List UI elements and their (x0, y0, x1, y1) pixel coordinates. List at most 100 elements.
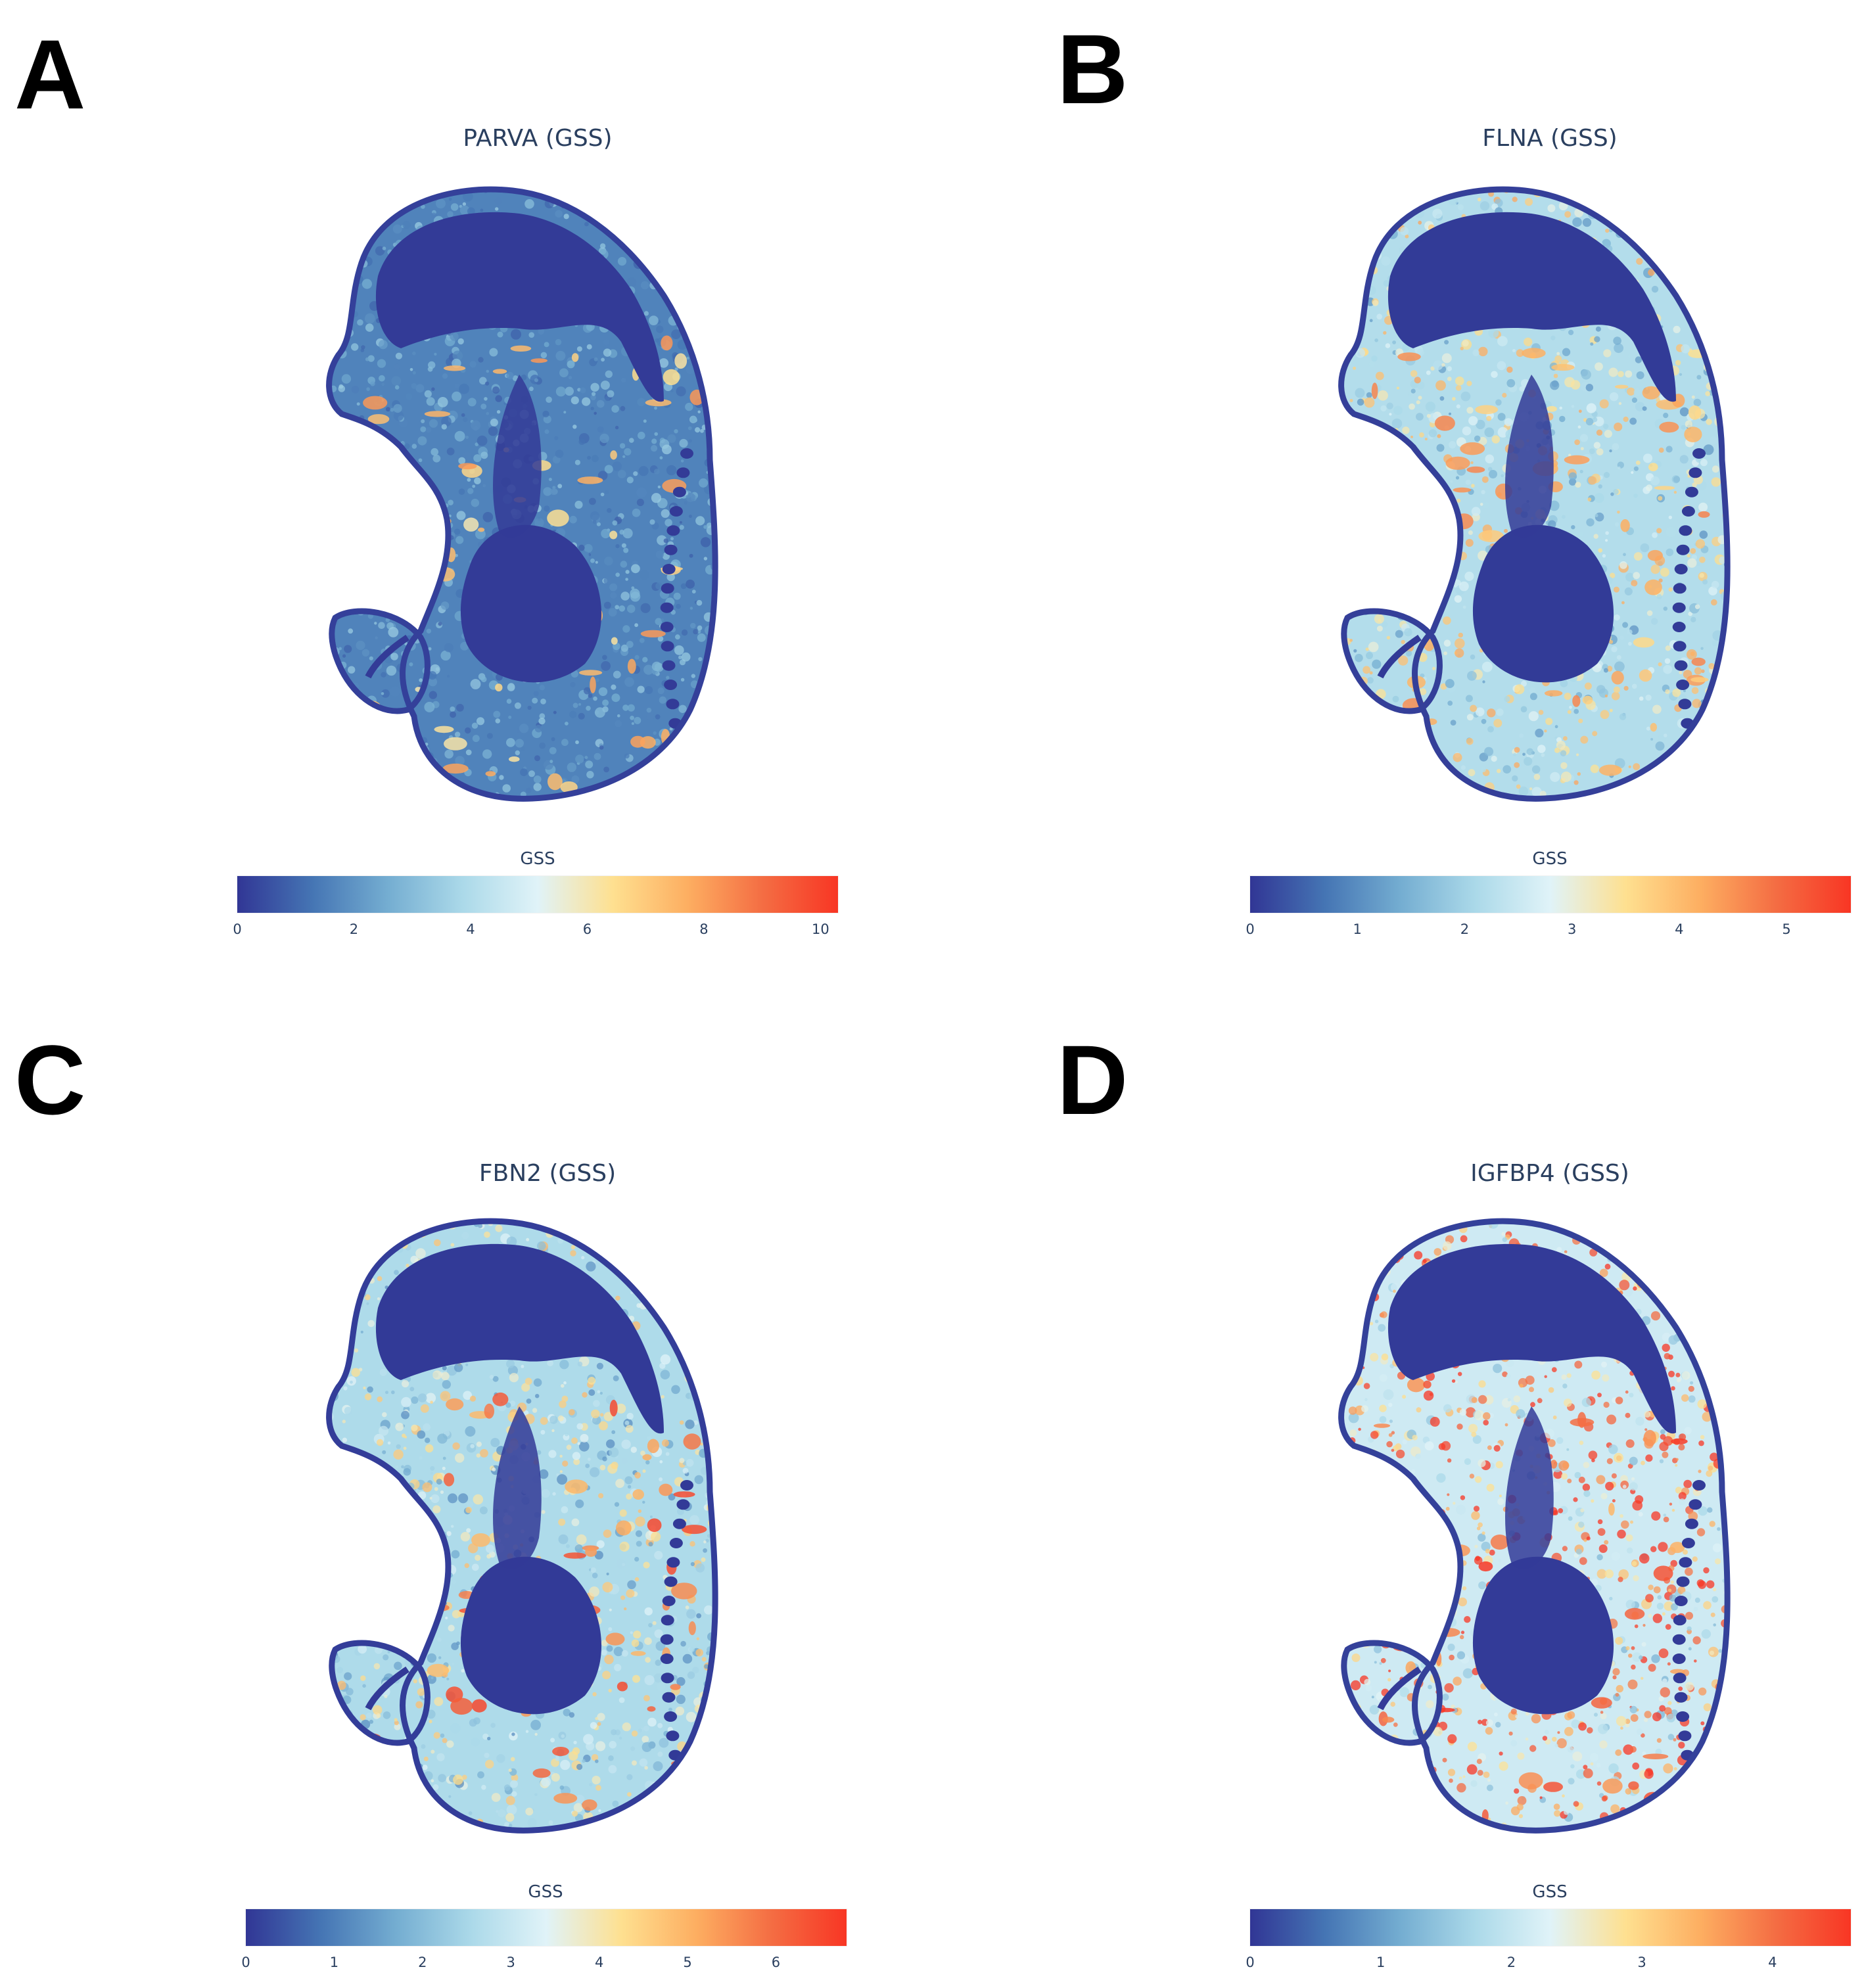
tissue-spot (588, 1389, 595, 1396)
tissue-spot (1665, 645, 1671, 651)
tissue-spot (450, 203, 459, 211)
tissue-spot (402, 1379, 409, 1388)
tissue-spot (701, 1791, 711, 1801)
hotspot (1582, 695, 1593, 705)
tissue-spot (1648, 1260, 1659, 1270)
tissue-spot (685, 1420, 695, 1429)
hotspot (434, 726, 454, 733)
tissue-spot (1652, 532, 1658, 538)
hotspot (1644, 579, 1662, 595)
tissue-spot (481, 1784, 486, 1790)
tissue-spot (1729, 1479, 1736, 1486)
tissue-spot (342, 1420, 346, 1423)
tissue-spot (1573, 708, 1579, 714)
tissue-spot (1729, 213, 1733, 216)
tissue-spot (354, 572, 358, 576)
hotspot (553, 1793, 578, 1804)
tissue-spot (655, 582, 663, 589)
tissue-spot (1728, 716, 1736, 724)
tissue-spot (670, 389, 674, 392)
tissue-spot (585, 1464, 590, 1468)
tissue-spot (699, 1252, 706, 1259)
tissue-spot (346, 595, 355, 604)
tissue-spot (1679, 373, 1683, 376)
hotspot (1642, 386, 1660, 400)
tissue-spot (440, 1490, 444, 1494)
tissue-spot (491, 1793, 501, 1802)
tissue-spot (1652, 1613, 1662, 1623)
tissue-spot (393, 404, 402, 413)
tissue-spot (401, 760, 406, 764)
tissue-spot (1725, 704, 1728, 712)
tissue-spot (1409, 729, 1420, 741)
tissue-spot (358, 1644, 367, 1654)
tissue-spot (1552, 1736, 1557, 1742)
tissue-spot (1443, 520, 1453, 530)
tissue-spot (569, 1207, 580, 1218)
tissue-spot (717, 1260, 726, 1269)
tissue-spot (662, 444, 672, 455)
tissue-spot (720, 1400, 726, 1406)
tissue-spot (1387, 434, 1391, 438)
tissue-spot (697, 410, 701, 413)
hotspot (431, 1583, 439, 1596)
tissue-spot (1383, 210, 1393, 220)
tissue-spot (571, 396, 579, 405)
tissue-spot (1383, 280, 1390, 287)
tissue-spot (337, 1680, 346, 1690)
tissue-spot (541, 1776, 551, 1787)
tissue-spot (502, 175, 510, 183)
tissue-spot (472, 484, 476, 488)
tissue-spot (576, 1423, 584, 1430)
tissue-spot (1332, 776, 1340, 785)
tissue-spot (1407, 741, 1418, 752)
tissue-spot (1734, 1508, 1740, 1515)
tissue-spot (1353, 298, 1361, 306)
tissue-spot (717, 1247, 728, 1258)
tissue-spot (700, 1726, 709, 1735)
tissue-spot (1627, 354, 1631, 358)
tissue-spot (678, 655, 682, 660)
tissue-spot (431, 387, 435, 391)
tissue-spot (1666, 262, 1675, 271)
tissue-spot (1431, 1824, 1435, 1828)
tissue-spot (592, 392, 596, 396)
tissue-spot (342, 272, 350, 281)
tissue-spot (462, 1774, 467, 1780)
tissue-spot (1548, 1387, 1554, 1393)
tissue-spot (690, 1561, 695, 1567)
tissue-spot (548, 1450, 557, 1458)
tissue-spot (395, 1422, 404, 1431)
tissue-spot (645, 773, 650, 778)
tissue-spot (1343, 1362, 1349, 1368)
tissue-spot (1645, 179, 1650, 185)
tissue-spot (362, 1684, 366, 1688)
tissue-spot (1631, 1477, 1635, 1481)
tissue-spot (391, 1390, 395, 1395)
hotspot (585, 1547, 597, 1557)
vertebra (1673, 641, 1687, 652)
tissue-spot (394, 1270, 399, 1275)
tissue-spot (1382, 547, 1391, 558)
tissue-spot (1344, 538, 1350, 543)
tissue-spot (442, 1466, 446, 1470)
tissue-spot (717, 237, 721, 241)
tissue-spot (1330, 254, 1340, 264)
tissue-spot (703, 557, 708, 561)
tissue-spot (653, 1761, 663, 1771)
tissue-spot (725, 1228, 730, 1233)
tissue-spot (356, 581, 365, 589)
tissue-spot (532, 1408, 538, 1413)
tissue-spot (1666, 1281, 1676, 1291)
tissue-spot (700, 428, 704, 433)
tissue-spot (372, 726, 376, 729)
tissue-spot (626, 476, 634, 484)
tissue-spot (1506, 366, 1513, 373)
hotspot (1659, 421, 1679, 433)
tissue-spot (626, 1774, 633, 1780)
tissue-spot (1596, 685, 1606, 694)
tissue-spot (1666, 791, 1671, 797)
tissue-spot (1633, 763, 1641, 770)
tissue-spot (618, 198, 626, 206)
tissue-spot (1722, 300, 1727, 305)
